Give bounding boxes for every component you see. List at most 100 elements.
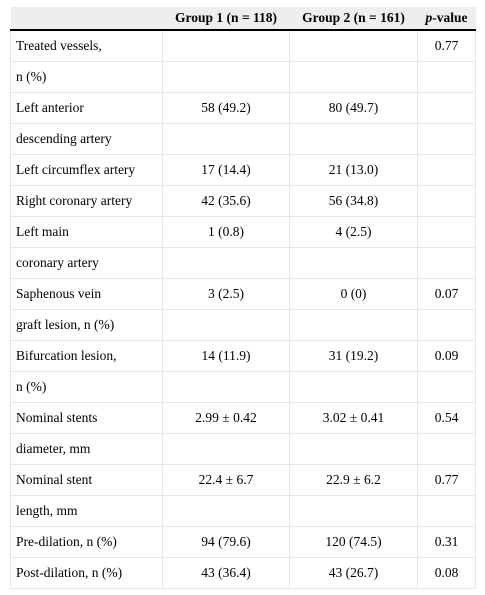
group2-value-cell: 56 (34.8) — [289, 185, 418, 217]
group2-value-cell — [289, 495, 418, 527]
group2-value-cell: 4 (2.5) — [289, 216, 418, 248]
row-label-cell: descending artery — [10, 123, 163, 155]
group2-value-cell — [289, 433, 418, 465]
group1-value-cell: 94 (79.6) — [162, 526, 290, 558]
pvalue-cell — [417, 371, 476, 403]
table-row: Nominal stents 2.99 ± 0.42 3.02 ± 0.41 0.54 — [10, 402, 476, 434]
table-container: Group 1 (n = 118) Group 2 (n = 161) p-va… — [10, 7, 476, 589]
pvalue-cell — [417, 61, 476, 93]
group2-value-cell: 0 (0) — [289, 278, 418, 310]
pvalue-cell — [417, 154, 476, 186]
table-row: descending artery — [10, 123, 476, 155]
pvalue-cell — [417, 123, 476, 155]
data-table: Group 1 (n = 118) Group 2 (n = 161) p-va… — [10, 7, 476, 589]
row-label-cell: Post-dilation, n (%) — [10, 557, 163, 589]
header-pvalue-p: p — [425, 10, 433, 25]
row-label-cell: Treated vessels, — [10, 30, 163, 62]
row-label-cell: n (%) — [10, 61, 163, 93]
pvalue-cell: 0.08 — [417, 557, 476, 589]
table-row: n (%) — [10, 371, 476, 403]
table-row: Post-dilation, n (%) 43 (36.4) 43 (26.7) 0.… — [10, 557, 476, 589]
table-row: Left main 1 (0.8) 4 (2.5) — [10, 216, 476, 248]
row-label-cell: graft lesion, n (%) — [10, 309, 163, 341]
table-row: Right coronary artery 42 (35.6) 56 (34.8) — [10, 185, 476, 217]
pvalue-cell: 0.31 — [417, 526, 476, 558]
pvalue-cell — [417, 309, 476, 341]
row-label-cell: Pre-dilation, n (%) — [10, 526, 163, 558]
table-row: Saphenous vein 3 (2.5) 0 (0) 0.07 — [10, 278, 476, 310]
table-row: Left anterior 58 (49.2) 80 (49.7) — [10, 92, 476, 124]
group1-value-cell — [162, 61, 290, 93]
pvalue-cell — [417, 92, 476, 124]
row-label-cell: length, mm — [10, 495, 163, 527]
group2-value-cell: 31 (19.2) — [289, 340, 418, 372]
pvalue-cell: 0.09 — [417, 340, 476, 372]
header-blank — [10, 7, 163, 31]
group1-value-cell: 14 (11.9) — [162, 340, 290, 372]
group2-value-cell: 3.02 ± 0.41 — [289, 402, 418, 434]
group1-value-cell: 1 (0.8) — [162, 216, 290, 248]
pvalue-cell: 0.07 — [417, 278, 476, 310]
row-label-cell: n (%) — [10, 371, 163, 403]
group2-value-cell: 43 (26.7) — [289, 557, 418, 589]
group1-value-cell — [162, 247, 290, 279]
group2-value-cell — [289, 247, 418, 279]
group2-value-cell: 80 (49.7) — [289, 92, 418, 124]
table-row: Treated vessels, 0.77 — [10, 30, 476, 62]
header-group1: Group 1 (n = 118) — [162, 7, 290, 31]
group1-value-cell — [162, 123, 290, 155]
table-row: Pre-dilation, n (%) 94 (79.6) 120 (74.5) 0.… — [10, 526, 476, 558]
group1-value-cell: 22.4 ± 6.7 — [162, 464, 290, 496]
row-label-cell: Nominal stents — [10, 402, 163, 434]
table-row: Left circumflex artery 17 (14.4) 21 (13.0) — [10, 154, 476, 186]
header-pvalue: p-value — [417, 7, 476, 31]
group2-value-cell — [289, 371, 418, 403]
row-label-cell: Left anterior — [10, 92, 163, 124]
pvalue-cell — [417, 247, 476, 279]
group1-value-cell: 42 (35.6) — [162, 185, 290, 217]
table-row: coronary artery — [10, 247, 476, 279]
group2-value-cell — [289, 61, 418, 93]
row-label-cell: Left main — [10, 216, 163, 248]
group2-value-cell: 21 (13.0) — [289, 154, 418, 186]
group1-value-cell — [162, 309, 290, 341]
table-row: graft lesion, n (%) — [10, 309, 476, 341]
group2-value-cell: 22.9 ± 6.2 — [289, 464, 418, 496]
group2-value-cell — [289, 123, 418, 155]
row-label-cell: Right coronary artery — [10, 185, 163, 217]
group1-value-cell — [162, 433, 290, 465]
row-label-cell: coronary artery — [10, 247, 163, 279]
group1-value-cell: 58 (49.2) — [162, 92, 290, 124]
table-row: length, mm — [10, 495, 476, 527]
header-pvalue-rest: -value — [432, 10, 468, 25]
group2-value-cell — [289, 30, 418, 62]
table-row: diameter, mm — [10, 433, 476, 465]
group1-value-cell: 17 (14.4) — [162, 154, 290, 186]
pvalue-cell: 0.54 — [417, 402, 476, 434]
pvalue-cell: 0.77 — [417, 464, 476, 496]
group2-value-cell: 120 (74.5) — [289, 526, 418, 558]
table-row: Bifurcation lesion, 14 (11.9) 31 (19.2) 0.0… — [10, 340, 476, 372]
group1-value-cell: 2.99 ± 0.42 — [162, 402, 290, 434]
pvalue-cell — [417, 185, 476, 217]
row-label-cell: Saphenous vein — [10, 278, 163, 310]
pvalue-cell — [417, 495, 476, 527]
row-label-cell: Nominal stent — [10, 464, 163, 496]
row-label-cell: diameter, mm — [10, 433, 163, 465]
group1-value-cell — [162, 371, 290, 403]
table-row: Nominal stent 22.4 ± 6.7 22.9 ± 6.2 0.77 — [10, 464, 476, 496]
group2-value-cell — [289, 309, 418, 341]
group1-value-cell — [162, 495, 290, 527]
group1-value-cell: 3 (2.5) — [162, 278, 290, 310]
pvalue-cell: 0.77 — [417, 30, 476, 62]
pvalue-cell — [417, 216, 476, 248]
header-row: Group 1 (n = 118) Group 2 (n = 161) p-va… — [10, 7, 476, 31]
group1-value-cell — [162, 30, 290, 62]
pvalue-cell — [417, 433, 476, 465]
table-row: n (%) — [10, 61, 476, 93]
group1-value-cell: 43 (36.4) — [162, 557, 290, 589]
table-body: Treated vessels, 0.77 n (%) Left anterior 58… — [10, 30, 476, 589]
header-group2: Group 2 (n = 161) — [289, 7, 418, 31]
row-label-cell: Left circumflex artery — [10, 154, 163, 186]
row-label-cell: Bifurcation lesion, — [10, 340, 163, 372]
